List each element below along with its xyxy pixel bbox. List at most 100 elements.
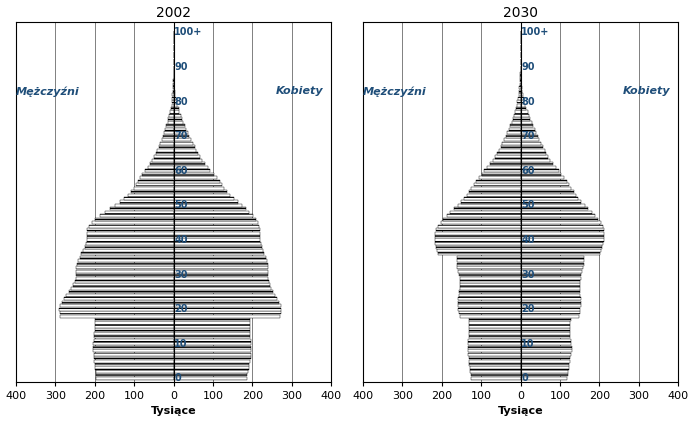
Bar [495, 155, 520, 159]
Text: 50: 50 [174, 200, 188, 211]
Bar [520, 238, 604, 241]
Bar [93, 346, 174, 349]
Bar [517, 100, 520, 103]
Bar [174, 270, 267, 273]
Bar [520, 252, 600, 255]
Bar [520, 349, 572, 352]
Bar [520, 246, 602, 249]
Bar [96, 373, 174, 376]
Bar [170, 111, 174, 114]
Bar [158, 145, 174, 148]
Text: 30: 30 [521, 270, 535, 280]
Bar [172, 93, 174, 96]
Bar [174, 238, 260, 241]
Bar [174, 124, 185, 127]
Bar [520, 242, 602, 245]
Bar [80, 256, 174, 259]
Bar [174, 211, 249, 214]
Bar [469, 190, 520, 193]
Bar [460, 284, 520, 287]
Bar [77, 262, 174, 266]
Bar [520, 297, 581, 300]
Bar [174, 155, 200, 159]
Bar [520, 270, 582, 273]
Bar [459, 273, 520, 276]
Bar [464, 197, 520, 200]
Bar [520, 135, 538, 138]
Bar [468, 335, 520, 338]
Bar [520, 83, 521, 86]
Bar [512, 121, 520, 124]
Bar [457, 259, 520, 262]
Bar [83, 249, 174, 252]
Bar [520, 155, 548, 159]
Bar [174, 262, 268, 266]
Bar [520, 180, 566, 183]
Text: 100+: 100+ [174, 27, 203, 38]
Bar [174, 332, 250, 335]
Bar [169, 117, 174, 121]
Bar [470, 370, 520, 373]
Bar [174, 232, 260, 235]
Bar [520, 152, 546, 155]
Text: 90: 90 [174, 62, 188, 72]
Bar [469, 318, 520, 321]
Bar [172, 97, 174, 100]
Bar [94, 339, 174, 342]
Bar [459, 287, 520, 290]
Bar [174, 142, 193, 145]
Bar [520, 114, 529, 117]
Bar [174, 166, 208, 169]
Bar [520, 262, 584, 266]
Bar [174, 218, 256, 221]
Bar [519, 90, 520, 93]
Bar [174, 121, 183, 124]
Bar [437, 249, 520, 252]
Bar [515, 111, 520, 114]
Bar [520, 218, 598, 221]
Bar [75, 280, 174, 283]
Bar [520, 221, 601, 225]
Bar [174, 111, 180, 114]
Text: 90: 90 [521, 62, 535, 72]
Bar [167, 124, 174, 127]
Bar [520, 377, 567, 380]
Bar [520, 187, 571, 190]
Bar [457, 256, 520, 259]
Bar [92, 221, 174, 225]
Bar [174, 93, 176, 96]
Text: 20: 20 [174, 304, 188, 314]
Bar [87, 238, 174, 241]
Bar [520, 103, 525, 107]
Bar [520, 346, 572, 349]
Bar [457, 262, 520, 266]
Bar [520, 366, 568, 370]
X-axis label: Tysiące: Tysiące [151, 406, 196, 417]
Bar [437, 228, 520, 231]
Bar [450, 211, 520, 214]
Bar [137, 180, 174, 183]
Bar [174, 284, 270, 287]
Bar [87, 235, 174, 238]
Bar [174, 152, 198, 155]
Bar [174, 290, 273, 293]
Bar [174, 363, 249, 366]
Bar [460, 280, 520, 283]
Bar [520, 249, 601, 252]
Text: Kobiety: Kobiety [623, 86, 670, 96]
Bar [458, 304, 520, 307]
Bar [171, 107, 174, 110]
Bar [518, 93, 520, 96]
Bar [509, 128, 520, 131]
Bar [466, 194, 520, 197]
Bar [520, 356, 570, 359]
Bar [469, 360, 520, 362]
Title: 2002: 2002 [156, 5, 191, 19]
Bar [435, 232, 520, 235]
Bar [76, 266, 174, 269]
Bar [76, 270, 174, 273]
Bar [87, 232, 174, 235]
Text: 0: 0 [521, 373, 528, 384]
Bar [95, 363, 174, 366]
Title: 2030: 2030 [503, 5, 538, 19]
